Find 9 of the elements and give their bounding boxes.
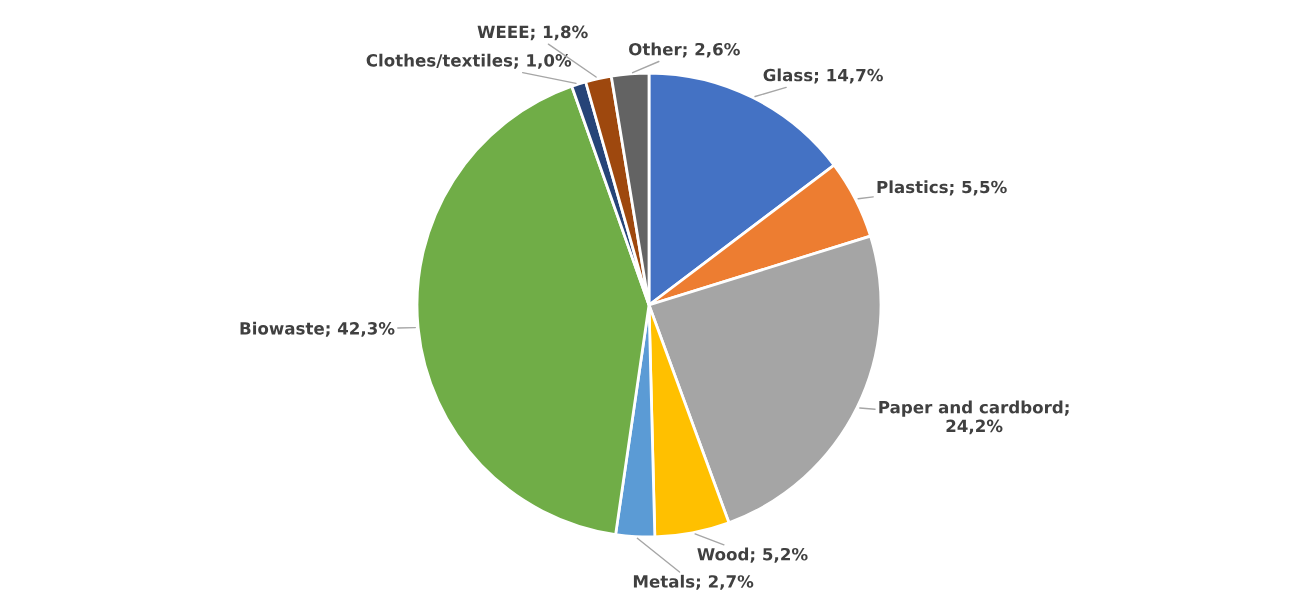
- slice-label: Glass; 14,7%: [763, 68, 883, 84]
- slice-label: Clothes/textiles; 1,0%: [366, 53, 572, 69]
- slice-label: Plastics; 5,5%: [877, 180, 1007, 196]
- slice-label: Biowaste; 42,3%: [240, 321, 395, 337]
- slice-label: WEEE; 1,8%: [477, 25, 588, 41]
- slice-label: Paper and cardbord; 24,2%: [879, 400, 1069, 435]
- slice-label: Wood; 5,2%: [697, 547, 808, 563]
- slice-label: Metals; 2,7%: [633, 574, 754, 590]
- slice-label: Other; 2,6%: [629, 42, 740, 58]
